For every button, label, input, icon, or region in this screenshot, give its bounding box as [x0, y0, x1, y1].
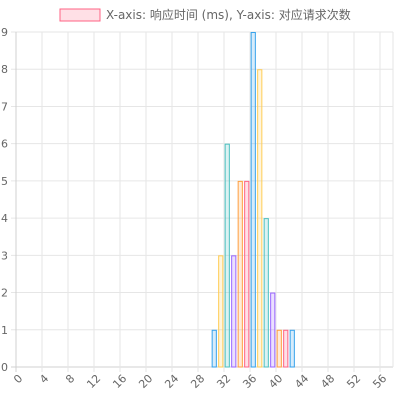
bar[interactable]: [289, 329, 295, 368]
bar[interactable]: [211, 329, 217, 368]
x-tick-label: 20: [136, 372, 155, 391]
x-tick-label: 36: [240, 372, 259, 391]
x-tick-label: 4: [37, 372, 51, 386]
x-tick-label: 8: [63, 372, 77, 386]
y-tick-label: 8: [1, 63, 8, 76]
x-tick-label: 40: [266, 372, 285, 391]
bar[interactable]: [283, 329, 289, 368]
bars: [211, 32, 295, 368]
bar[interactable]: [218, 255, 224, 368]
bar[interactable]: [270, 292, 276, 368]
legend-color-box[interactable]: [59, 8, 101, 22]
y-tick-label: 9: [1, 26, 8, 39]
bar[interactable]: [276, 329, 282, 368]
x-tick-label: 48: [318, 372, 337, 391]
bar[interactable]: [237, 180, 243, 368]
x-tick-label: 52: [344, 372, 363, 391]
x-tick-label: 16: [110, 372, 129, 391]
x-axis-tick-labels: 0 4 8 12 16 20 24 28 32 36 40 44 48 52 56: [11, 372, 389, 391]
bar[interactable]: [250, 32, 256, 368]
x-tick-label: 32: [214, 372, 233, 391]
x-tick-label: 28: [188, 372, 207, 391]
y-tick-label: 3: [1, 249, 8, 262]
bar[interactable]: [224, 143, 230, 368]
y-tick-label: 7: [1, 100, 8, 113]
y-tick-label: 2: [1, 287, 8, 300]
bar[interactable]: [257, 69, 263, 368]
legend[interactable]: X-axis: 响应时间 (ms), Y-axis: 对应请求次数: [59, 7, 351, 22]
bar[interactable]: [244, 180, 250, 368]
y-tick-label: 5: [1, 175, 8, 188]
x-tick-label: 44: [292, 372, 311, 391]
bar[interactable]: [263, 218, 269, 368]
grid-lines: [11, 31, 394, 372]
bar[interactable]: [231, 255, 237, 368]
x-tick-label: 12: [84, 372, 103, 391]
y-tick-label: 1: [1, 324, 8, 337]
y-axis-tick-labels: 0 1 2 3 4 5 6 7 8 9: [1, 26, 8, 374]
y-tick-label: 0: [1, 361, 8, 374]
x-tick-label: 0: [11, 372, 25, 386]
legend-label[interactable]: X-axis: 响应时间 (ms), Y-axis: 对应请求次数: [106, 7, 351, 22]
y-tick-label: 4: [1, 212, 8, 225]
x-tick-label: 56: [370, 372, 389, 391]
x-tick-label: 24: [162, 372, 181, 391]
y-tick-label: 6: [1, 138, 8, 151]
